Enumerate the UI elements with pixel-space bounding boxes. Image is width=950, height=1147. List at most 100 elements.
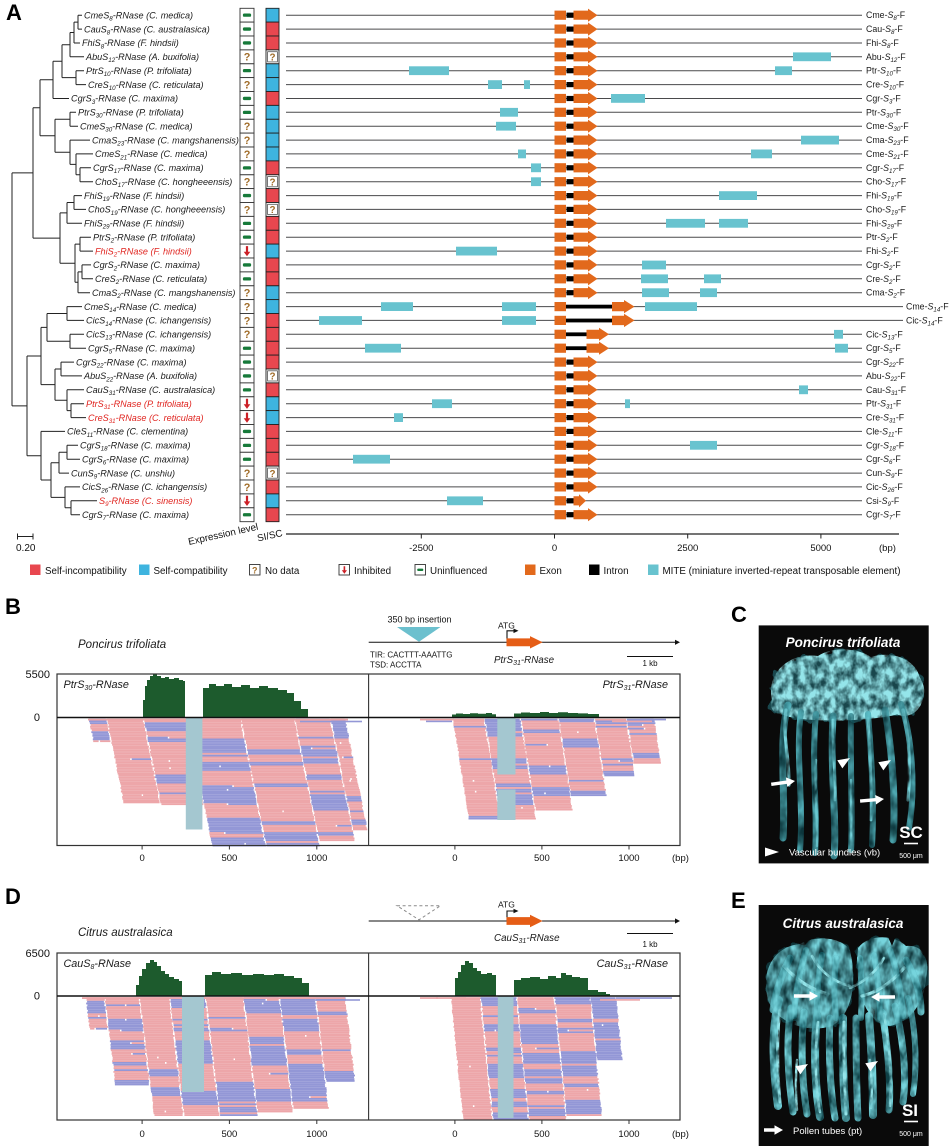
svg-text:?: ? xyxy=(244,302,251,314)
svg-text:?: ? xyxy=(244,52,251,64)
svg-text:?: ? xyxy=(244,177,251,189)
svg-text:1000: 1000 xyxy=(306,1129,327,1140)
svg-text:CicS14-RNase (C. ichangensis): CicS14-RNase (C. ichangensis) xyxy=(86,316,211,328)
svg-text:?: ? xyxy=(244,149,251,161)
svg-text:PtrS2-RNase (P. trifoliata): PtrS2-RNase (P. trifoliata) xyxy=(93,232,195,244)
svg-text:1000: 1000 xyxy=(306,853,327,864)
svg-text:Self-incompatibility: Self-incompatibility xyxy=(45,566,127,577)
svg-text:500 μm: 500 μm xyxy=(899,853,923,860)
svg-text:CgrS22-RNase (C. maxima): CgrS22-RNase (C. maxima) xyxy=(76,357,186,369)
svg-text:ATG: ATG xyxy=(498,621,515,631)
svg-text:0: 0 xyxy=(139,853,144,864)
svg-text:SI/SC: SI/SC xyxy=(256,528,283,544)
svg-text:Ptr-S2-F: Ptr-S2-F xyxy=(866,232,898,244)
svg-text:CauS31-RNase: CauS31-RNase xyxy=(494,933,560,945)
svg-text:?: ? xyxy=(244,135,251,147)
svg-text:Uninfluenced: Uninfluenced xyxy=(430,566,487,577)
svg-text:FhiS2-RNase (F. hindsii): FhiS2-RNase (F. hindsii) xyxy=(95,246,192,258)
svg-text:CmaS2-RNase (C. mangshanensis): CmaS2-RNase (C. mangshanensis) xyxy=(92,288,235,300)
svg-text:?: ? xyxy=(270,469,276,480)
svg-text:Inhibited: Inhibited xyxy=(354,566,391,577)
svg-text:ChoS17-RNase (C. hongheeensis): ChoS17-RNase (C. hongheeensis) xyxy=(95,177,232,189)
svg-text:Exon: Exon xyxy=(540,566,562,577)
svg-text:1000: 1000 xyxy=(618,853,639,864)
svg-text:?: ? xyxy=(252,565,258,575)
svg-text:SI: SI xyxy=(902,1101,918,1120)
svg-text:Cre-S2-F: Cre-S2-F xyxy=(866,274,901,286)
svg-text:Poncirus trifoliata: Poncirus trifoliata xyxy=(786,635,901,650)
svg-text:1 kb: 1 kb xyxy=(642,940,658,949)
svg-text:Cgr-S22-F: Cgr-S22-F xyxy=(866,357,905,369)
svg-text:Fhi-S29-F: Fhi-S29-F xyxy=(866,218,903,230)
svg-text:PtrS31-RNase: PtrS31-RNase xyxy=(603,679,668,692)
svg-text:No data: No data xyxy=(265,566,300,577)
svg-text:0.20: 0.20 xyxy=(16,543,36,554)
svg-text:(bp): (bp) xyxy=(672,853,689,864)
svg-text:Ptr-S10-F: Ptr-S10-F xyxy=(866,66,902,78)
svg-text:Pollen tubes (pt): Pollen tubes (pt) xyxy=(793,1126,862,1137)
svg-text:Ptr-S30-F: Ptr-S30-F xyxy=(866,107,902,119)
svg-text:1 kb: 1 kb xyxy=(642,659,658,668)
svg-text:0: 0 xyxy=(452,853,457,864)
svg-text:500: 500 xyxy=(534,1129,550,1140)
svg-text:Cgr-S2-F: Cgr-S2-F xyxy=(866,260,901,272)
svg-text:CreS2-RNase (C. reticulata): CreS2-RNase (C. reticulata) xyxy=(95,274,207,286)
svg-text:PtrS30-RNase (P. trifoliata): PtrS30-RNase (P. trifoliata) xyxy=(78,108,184,120)
svg-text:A: A xyxy=(6,0,22,25)
svg-text:-2500: -2500 xyxy=(409,543,433,554)
svg-text:CauS8-RNase (C. australasica): CauS8-RNase (C. australasica) xyxy=(84,24,210,36)
svg-text:Self-compatibility: Self-compatibility xyxy=(154,566,228,577)
svg-text:Citrus australasica: Citrus australasica xyxy=(783,916,904,931)
svg-text:Cic-S14-F: Cic-S14-F xyxy=(906,315,943,327)
svg-text:CunS9-RNase (C. unshiu): CunS9-RNase (C. unshiu) xyxy=(71,468,175,480)
svg-text:Ptr-S31-F: Ptr-S31-F xyxy=(866,399,902,411)
svg-text:PtrS30-RNase: PtrS30-RNase xyxy=(64,679,129,692)
svg-text:2500: 2500 xyxy=(677,543,698,554)
svg-text:?: ? xyxy=(270,177,276,188)
svg-text:CgrS5-RNase (C. maxima): CgrS5-RNase (C. maxima) xyxy=(88,343,195,355)
svg-text:500 μm: 500 μm xyxy=(899,1131,923,1138)
svg-text:?: ? xyxy=(244,329,251,341)
svg-text:CgrS7-RNase (C. maxima): CgrS7-RNase (C. maxima) xyxy=(82,510,189,522)
svg-text:CauS8-RNase: CauS8-RNase xyxy=(64,958,132,971)
svg-text:B: B xyxy=(5,594,21,619)
svg-text:Cgr-S6-F: Cgr-S6-F xyxy=(866,454,901,466)
svg-text:?: ? xyxy=(270,205,276,216)
svg-text:FhiS19-RNase (F. hindsii): FhiS19-RNase (F. hindsii) xyxy=(84,191,184,203)
svg-text:Poncirus trifoliata: Poncirus trifoliata xyxy=(78,639,166,651)
svg-text:TIR: CACTTT-AAATTG: TIR: CACTTT-AAATTG xyxy=(370,651,453,660)
svg-text:Fhi-S8-F: Fhi-S8-F xyxy=(866,38,899,50)
svg-text:350 bp insertion: 350 bp insertion xyxy=(387,615,451,625)
svg-text:CgrS6-RNase (C. maxima): CgrS6-RNase (C. maxima) xyxy=(82,454,189,466)
svg-text:0: 0 xyxy=(34,991,40,1003)
svg-text:(bp): (bp) xyxy=(672,1129,689,1140)
svg-text:C: C xyxy=(731,602,747,627)
svg-text:PtrS31-RNase: PtrS31-RNase xyxy=(494,655,555,667)
svg-text:CicS13-RNase (C. ichangensis): CicS13-RNase (C. ichangensis) xyxy=(86,330,211,342)
svg-text:CmaS23-RNase (C. mangshanensis: CmaS23-RNase (C. mangshanensis) xyxy=(92,135,239,147)
svg-text:500: 500 xyxy=(221,1129,237,1140)
svg-text:(bp): (bp) xyxy=(879,543,896,554)
svg-text:?: ? xyxy=(244,121,251,133)
svg-text:500: 500 xyxy=(221,853,237,864)
svg-text:Csi-S9-F: Csi-S9-F xyxy=(866,496,900,508)
svg-text:Cic-S26-F: Cic-S26-F xyxy=(866,482,903,494)
svg-text:CicS26-RNase (C. ichangensis): CicS26-RNase (C. ichangensis) xyxy=(82,482,207,494)
svg-text:?: ? xyxy=(270,372,276,383)
svg-text:FhiS29-RNase (F. hindsii): FhiS29-RNase (F. hindsii) xyxy=(84,219,184,231)
svg-text:5500: 5500 xyxy=(26,669,50,681)
svg-text:CgrS17-RNase (C. maxima): CgrS17-RNase (C. maxima) xyxy=(93,163,203,175)
svg-text:CgrS2-RNase (C. maxima): CgrS2-RNase (C. maxima) xyxy=(93,260,200,272)
svg-text:SC: SC xyxy=(899,823,923,842)
svg-text:FhiS8-RNase (F. hindsii): FhiS8-RNase (F. hindsii) xyxy=(82,38,179,50)
svg-text:0: 0 xyxy=(552,543,557,554)
svg-text:0: 0 xyxy=(139,1129,144,1140)
svg-text:?: ? xyxy=(270,53,276,64)
svg-text:CreS31-RNase (C. reticulata): CreS31-RNase (C. reticulata) xyxy=(88,413,204,425)
svg-text:CreS10-RNase (C. reticulata): CreS10-RNase (C. reticulata) xyxy=(88,80,204,92)
svg-text:Cun-S9-F: Cun-S9-F xyxy=(866,468,903,480)
svg-text:500: 500 xyxy=(534,853,550,864)
svg-text:CauS31-RNase: CauS31-RNase xyxy=(597,958,668,971)
svg-text:Cre-S31-F: Cre-S31-F xyxy=(866,413,905,425)
svg-text:S9-RNase (C. sinensis): S9-RNase (C. sinensis) xyxy=(99,496,192,508)
